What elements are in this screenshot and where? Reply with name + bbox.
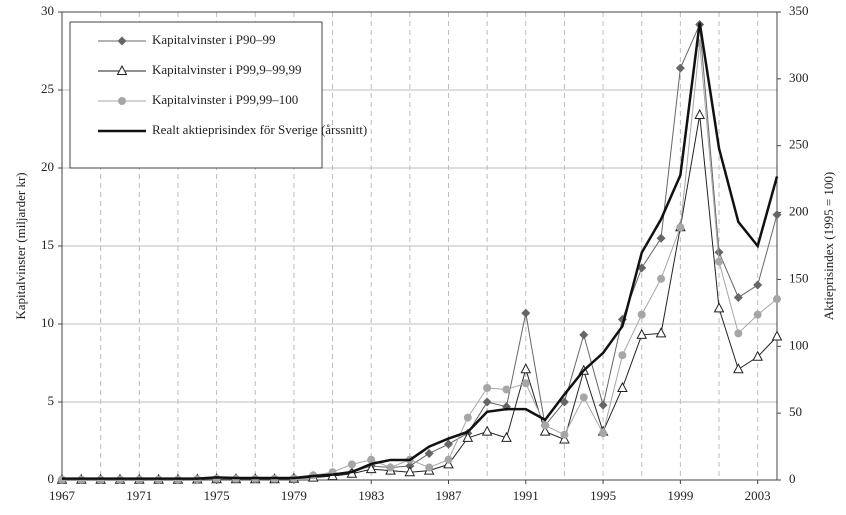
marker-triangle — [771, 330, 783, 341]
marker-circle — [773, 295, 781, 304]
marker-circle — [657, 274, 666, 283]
marker-circle — [618, 351, 627, 360]
marker-diamond — [579, 330, 589, 340]
x-tick-label: 1991 — [513, 488, 539, 503]
marker-diamond — [482, 397, 492, 407]
y2-tick-label: 100 — [789, 337, 809, 352]
marker-triangle — [752, 350, 764, 361]
legend-label: Kapitalvinster i P99,99–100 — [152, 92, 298, 107]
y2-tick-label: 250 — [789, 137, 809, 152]
marker-circle — [483, 383, 492, 392]
marker-circle — [444, 455, 453, 464]
marker-circle — [367, 455, 376, 464]
marker-circle — [521, 379, 530, 388]
marker-diamond — [753, 280, 763, 290]
marker-triangle — [617, 381, 628, 392]
marker-diamond — [772, 210, 782, 220]
marker-diamond — [424, 448, 434, 458]
x-tick-label: 1979 — [281, 488, 307, 503]
marker-circle — [541, 421, 550, 430]
y2-tick-label: 200 — [789, 204, 809, 219]
legend: Kapitalvinster i P90–99 Kapitalvinster i … — [69, 21, 367, 169]
marker-triangle — [404, 466, 416, 477]
marker-diamond — [443, 439, 453, 449]
y-axis-title: Kapitalvinster (miljarder kr) — [13, 172, 28, 319]
series-line — [62, 22, 779, 480]
marker-circle — [579, 393, 588, 402]
marker-diamond — [559, 397, 569, 407]
marker-triangle — [501, 431, 512, 442]
marker-diamond — [598, 400, 608, 410]
marker-triangle — [365, 463, 377, 474]
marker-circle — [676, 223, 685, 232]
marker-circle — [715, 257, 724, 266]
marker-triangle — [481, 425, 493, 436]
marker-circle — [753, 310, 762, 319]
y-tick-label: 10 — [41, 315, 54, 330]
legend-label: Kapitalvinster i P90–99 — [152, 32, 276, 47]
marker-diamond — [733, 292, 743, 302]
marker-circle — [560, 430, 569, 439]
y2-tick-label: 350 — [789, 3, 809, 18]
legend-label: Kapitalvinster i P99,9–99,99 — [152, 62, 302, 77]
marker-diamond — [405, 461, 415, 471]
y-tick-label: 30 — [41, 3, 54, 18]
marker-triangle — [713, 302, 725, 313]
marker-circle — [463, 413, 472, 422]
marker-circle — [599, 429, 608, 438]
x-tick-label: 1975 — [204, 488, 230, 503]
y-tick-label: 25 — [41, 81, 54, 96]
y2-tick-label: 300 — [789, 70, 809, 85]
marker-diamond — [656, 233, 666, 243]
x-tick-label: 1995 — [590, 488, 616, 503]
marker-circle — [502, 385, 511, 394]
series-line — [62, 114, 778, 481]
marker-diamond — [675, 63, 685, 73]
marker-circle — [118, 97, 126, 105]
x-tick-label: 1999 — [667, 488, 693, 503]
y-tick-label: 0 — [48, 471, 55, 486]
x-tick-label: 2003 — [745, 488, 771, 503]
x-tick-label: 1987 — [435, 488, 462, 503]
y2-tick-label: 150 — [789, 270, 809, 285]
marker-triangle — [733, 363, 744, 374]
y-tick-label: 20 — [41, 159, 54, 174]
marker-triangle — [694, 108, 706, 119]
marker-circle — [386, 463, 395, 472]
legend-label: Realt aktieprisindex för Sverige (årssni… — [152, 122, 367, 137]
marker-circle — [734, 329, 743, 338]
y2-tick-label: 0 — [789, 471, 796, 486]
marker-circle — [637, 310, 646, 319]
marker-diamond — [521, 308, 531, 318]
y-tick-label: 5 — [48, 393, 55, 408]
x-tick-label: 1967 — [49, 488, 76, 503]
marker-triangle — [116, 64, 128, 75]
marker-circle — [425, 463, 434, 472]
marker-diamond — [117, 36, 127, 46]
y-tick-label: 15 — [41, 237, 54, 252]
x-tick-label: 1971 — [126, 488, 152, 503]
y2-tick-label: 50 — [789, 404, 802, 419]
y2-axis-title: Aktieprisindex (1995 = 100) — [821, 172, 836, 321]
marker-triangle — [520, 363, 532, 374]
marker-triangle — [539, 425, 551, 436]
marker-triangle — [636, 328, 648, 339]
marker-diamond — [714, 247, 724, 257]
marker-triangle — [462, 431, 474, 442]
marker-triangle — [655, 327, 667, 338]
marker-circle — [347, 460, 356, 469]
legend-box — [69, 21, 323, 169]
x-tick-label: 1983 — [358, 488, 384, 503]
